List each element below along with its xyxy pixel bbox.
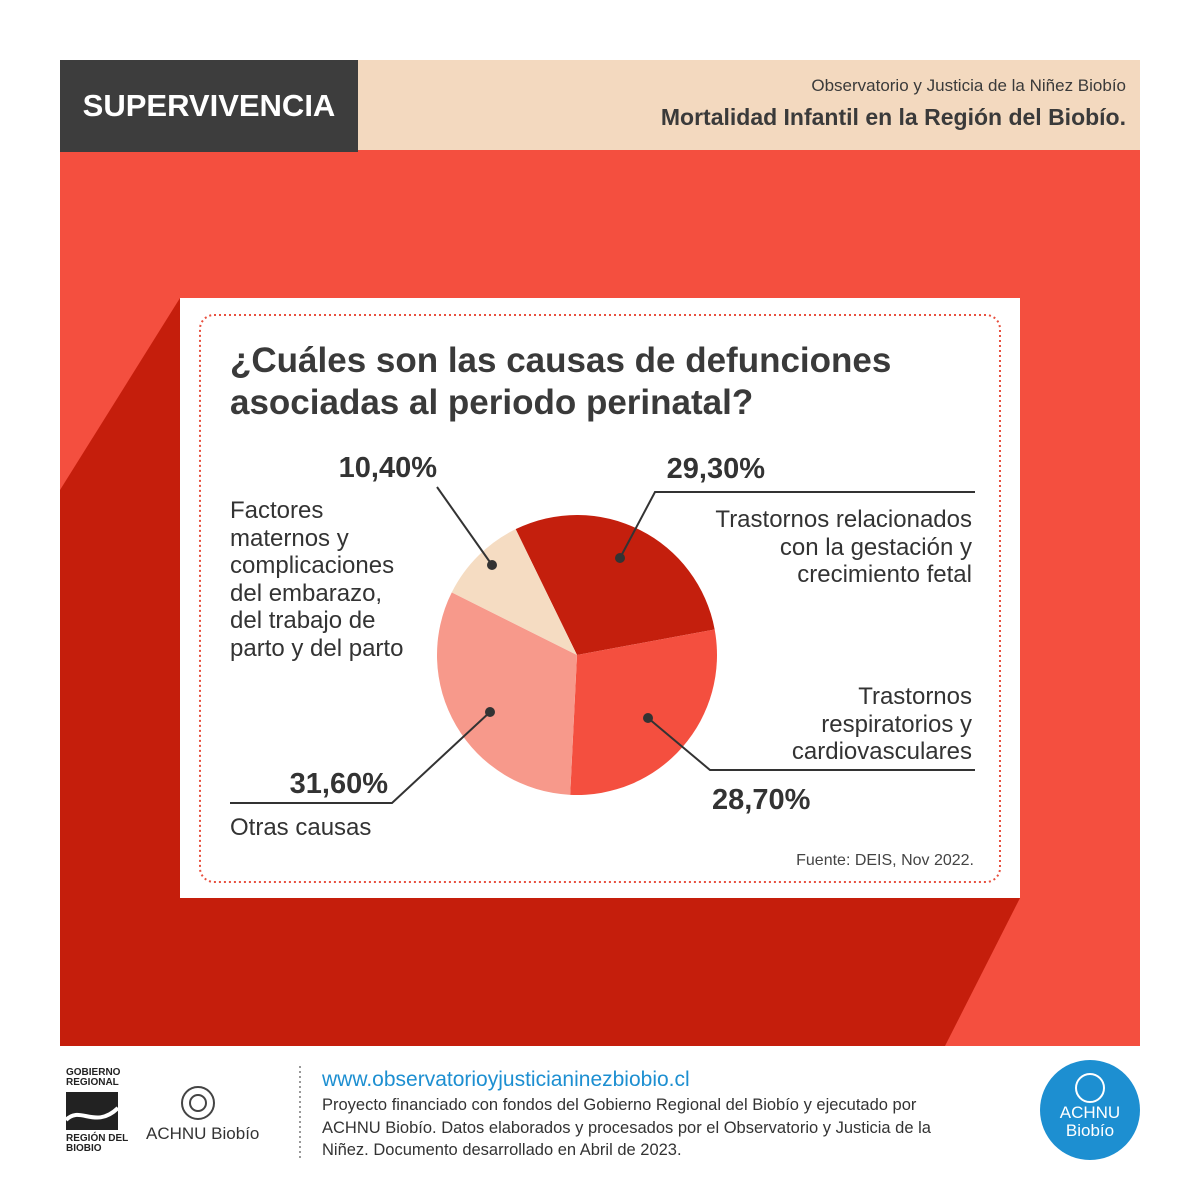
category-label: Trastornos relacionados con la gestación… xyxy=(715,506,972,588)
logo-text: GOBIERNO REGIONAL xyxy=(66,1067,121,1088)
achnu-badge xyxy=(1040,1060,1140,1160)
category-label: Otras causas xyxy=(230,814,372,841)
leader-dot xyxy=(615,553,625,563)
leader-dot xyxy=(485,707,495,717)
source: Fuente: DEIS, Nov 2022. xyxy=(796,852,974,869)
logo-mark xyxy=(66,1092,118,1130)
leaders xyxy=(230,486,975,804)
organization: Observatorio y Justicia de la Niñez Biob… xyxy=(811,76,1126,95)
logo-text: ACHNU Biobío xyxy=(146,1124,260,1143)
leader-line xyxy=(230,711,491,804)
header-title: Mortalidad Infantil en la Región del Bio… xyxy=(660,104,1126,130)
card-border xyxy=(199,314,1001,883)
leader-dot xyxy=(643,713,653,723)
leader-line xyxy=(436,486,493,566)
logo-river xyxy=(64,1106,120,1122)
section-label: SUPERVIVENCIA xyxy=(60,60,358,152)
category-label: Factores maternos y complicaciones del e… xyxy=(230,497,404,662)
url[interactable]: www.observatorioyjusticianinezbiobio.cl xyxy=(322,1068,690,1091)
value-label: 28,70% xyxy=(712,784,811,816)
logo-un xyxy=(181,1086,215,1120)
pie xyxy=(436,515,717,796)
value-label: 10,40% xyxy=(338,452,437,484)
badge-text: ACHNU Biobío xyxy=(1059,1103,1121,1140)
un-emblem xyxy=(189,1094,207,1112)
un-emblem xyxy=(181,1086,215,1120)
footer-note: Proyecto financiado con fondos del Gobie… xyxy=(322,1096,931,1159)
pie-slice xyxy=(451,529,577,655)
chart-title: ¿Cuáles son las causas de defunciones as… xyxy=(230,341,892,422)
logo-gobierno xyxy=(64,1092,120,1130)
header-band xyxy=(358,60,1140,152)
pie-slice xyxy=(436,592,577,795)
value-label: 29,30% xyxy=(666,453,765,485)
value-label: 31,60% xyxy=(289,768,388,800)
leader-line xyxy=(619,491,975,559)
pie-slice xyxy=(570,629,717,796)
category-label: Trastornos respiratorios y cardiovascula… xyxy=(791,683,972,765)
logo-text: REGIÓN DEL BIOBIO xyxy=(66,1133,129,1154)
pie-slice xyxy=(515,515,715,655)
leader-dots xyxy=(485,553,653,723)
leader-line xyxy=(647,717,975,771)
achnu-emblem xyxy=(1075,1073,1105,1103)
leader-dot xyxy=(487,560,497,570)
